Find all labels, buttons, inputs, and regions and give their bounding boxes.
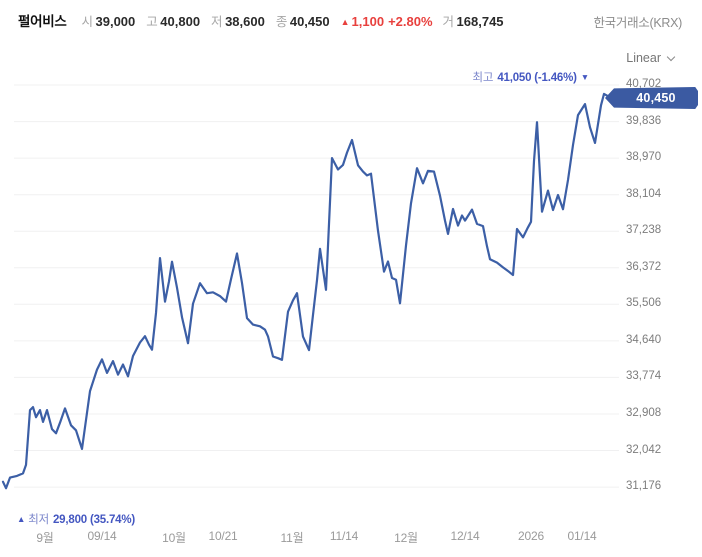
high-annotation: 최고 41,050 (-1.46%) ▼ — [472, 69, 590, 85]
down-triangle-icon: ▼ — [580, 72, 589, 82]
price-change: ▲ 1,100 +2.80% — [341, 14, 433, 29]
open-label: 시 — [81, 15, 93, 29]
high-annotation-value: 41,050 (-1.46%) — [497, 72, 577, 84]
x-axis-tick-label: 09/14 — [87, 529, 117, 543]
x-axis-tick-label: 12/14 — [450, 529, 480, 543]
quote-header: 펄어비스 시 39,000 고 40,800 저 38,600 종 40,450 ▲ 1,… — [18, 10, 515, 30]
y-axis-tick-label: 33,774 — [626, 370, 662, 382]
y-axis-tick-label: 38,970 — [626, 151, 662, 163]
open-value: 39,000 — [95, 14, 136, 29]
high-label: 고 — [146, 15, 158, 29]
x-axis-tick-label: 10월 — [162, 531, 186, 545]
y-axis-tick-label: 34,640 — [626, 334, 662, 346]
high-annotation-prefix: 최고 — [472, 72, 494, 84]
x-axis-tick-label: 12월 — [394, 531, 418, 545]
current-price-badge: 40,450 — [605, 87, 698, 109]
x-axis-tick-label: 01/14 — [567, 529, 597, 543]
low-annotation-prefix: 최저 — [28, 514, 49, 526]
scale-dropdown[interactable]: Linear — [626, 51, 676, 65]
close-price: 종 40,450 — [276, 11, 330, 30]
change-value: 1,100 — [351, 14, 385, 29]
scale-dropdown-label: Linear — [626, 51, 661, 65]
x-axis-tick-label: 2026 — [518, 529, 544, 543]
x-axis-tick-label: 11/14 — [329, 529, 359, 543]
change-percent: +2.80% — [388, 14, 433, 29]
y-axis-tick-label: 38,104 — [626, 188, 662, 200]
y-axis-tick-label: 31,176 — [626, 480, 662, 492]
x-axis-tick-label: 9월 — [36, 531, 54, 545]
up-triangle-icon: ▲ — [17, 514, 26, 524]
y-axis-tick-label: 35,506 — [626, 297, 662, 309]
y-axis-tick-label: 37,238 — [626, 224, 662, 236]
y-axis-tick-label: 40,702 — [626, 78, 662, 90]
y-axis-tick-label: 39,836 — [626, 115, 662, 127]
close-value: 40,450 — [289, 14, 330, 29]
x-axis-tick-label: 11월 — [280, 531, 304, 545]
high-value: 40,800 — [160, 14, 201, 29]
close-label: 종 — [275, 15, 288, 29]
volume: 거 168,745 — [443, 11, 504, 30]
volume-value: 168,745 — [456, 14, 504, 29]
stock-name: 펄어비스 — [18, 14, 67, 29]
high-price: 고 40,800 — [146, 11, 200, 30]
up-triangle-icon: ▲ — [340, 17, 350, 27]
volume-label: 거 — [442, 15, 455, 29]
y-axis-tick-label: 32,908 — [626, 407, 662, 419]
y-axis-tick-label: 32,042 — [626, 444, 662, 456]
low-label: 저 — [211, 15, 223, 29]
open-price: 시 39,000 — [81, 11, 135, 30]
y-axis-tick-label: 36,372 — [626, 261, 662, 273]
x-axis-tick-label: 10/21 — [208, 529, 238, 543]
price-series-line — [1, 92, 609, 490]
exchange-label: 한국거래소(KRX) — [593, 16, 682, 30]
low-value: 38,600 — [225, 14, 265, 29]
low-price: 저 38,600 — [211, 11, 265, 30]
low-annotation: ▲ 최저 29,800 (35.74%) — [17, 511, 136, 527]
low-annotation-value: 29,800 (35.74%) — [52, 514, 136, 526]
